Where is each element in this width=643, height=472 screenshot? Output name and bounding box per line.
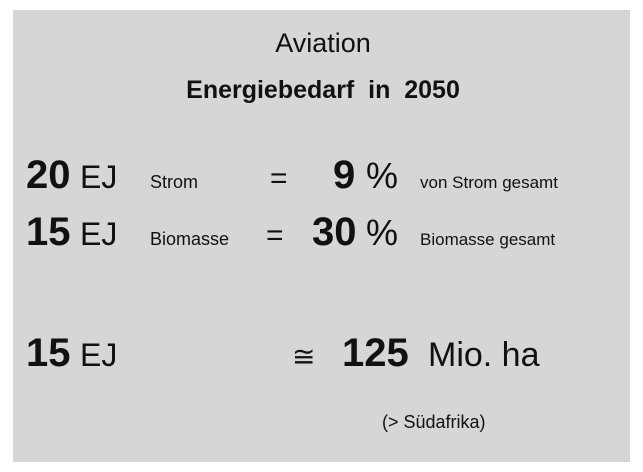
label: Biomasse — [150, 229, 229, 249]
unit: EJ — [80, 216, 117, 252]
row-strom: 20 EJ Strom = 9 % von Strom gesamt — [26, 153, 558, 197]
panel — [13, 10, 630, 462]
note: (> Südafrika) — [382, 412, 486, 432]
title: Aviation — [275, 28, 371, 58]
share: 9 — [333, 153, 355, 197]
area: 125 — [342, 331, 409, 375]
unit: EJ — [80, 159, 117, 195]
unit: EJ — [80, 337, 117, 373]
area-unit: Mio. ha — [428, 336, 540, 374]
relation: ≅ — [292, 341, 315, 372]
row-land: 15 EJ ≅ 125 Mio. ha (> Südafrika) — [26, 331, 540, 432]
note: von Strom gesamt — [420, 173, 558, 192]
row-biomasse: 15 EJ Biomasse = 30 % Biomasse gesamt — [26, 210, 555, 254]
share: 30 — [312, 210, 357, 254]
share-unit: % — [366, 212, 398, 253]
relation: = — [270, 162, 288, 195]
relation: = — [266, 219, 284, 252]
label: Strom — [150, 172, 198, 192]
share-unit: % — [366, 155, 398, 196]
note: Biomasse gesamt — [420, 230, 555, 249]
subtitle: Energiebedarf in 2050 — [186, 76, 460, 104]
amount: 15 — [26, 210, 71, 254]
amount: 15 — [26, 331, 71, 375]
amount: 20 — [26, 153, 71, 197]
